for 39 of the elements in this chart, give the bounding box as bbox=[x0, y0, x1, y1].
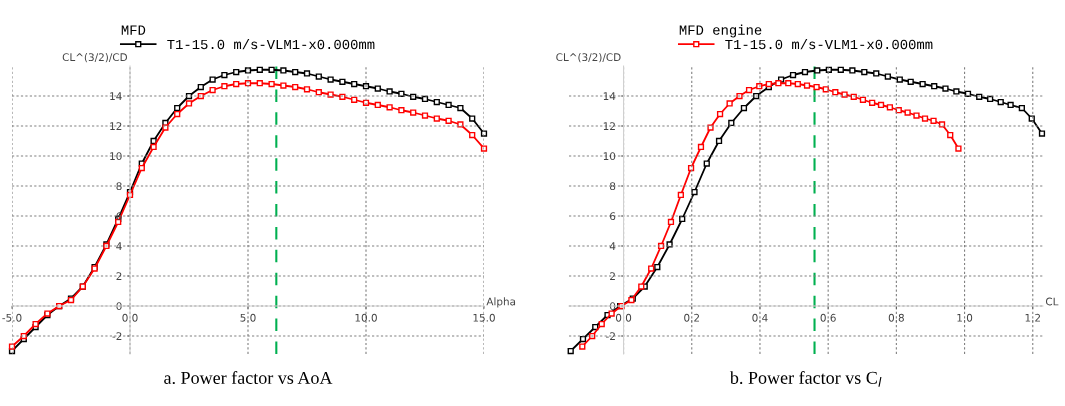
x-axis-title: CL bbox=[1045, 297, 1059, 306]
x-tick-label: 0.0 bbox=[122, 313, 138, 322]
y-tick-label: 0 bbox=[116, 302, 122, 311]
x-axis-title: Alpha bbox=[486, 297, 516, 308]
x-tick-label: -5.0 bbox=[2, 313, 22, 322]
y-tick-label: 6 bbox=[610, 212, 616, 221]
x-tick-label: 10.0 bbox=[355, 313, 377, 322]
y-tick-label: 4 bbox=[609, 242, 616, 250]
x-tick-label: 15.0 bbox=[473, 313, 495, 322]
x-tick-label: 0.6 bbox=[820, 313, 836, 322]
x-tick-label: 5.0 bbox=[240, 313, 256, 322]
y-tick-label: -2 bbox=[112, 332, 122, 340]
y-tick-label: 10 bbox=[110, 152, 122, 161]
y-tick-label: 14 bbox=[110, 92, 122, 100]
y-axis-title: CL^(3/2)/CD bbox=[62, 53, 128, 63]
y-tick-label: 8 bbox=[116, 182, 122, 191]
x-tick-label: 0.2 bbox=[684, 313, 699, 322]
x-tick-label: 1.0 bbox=[957, 313, 973, 322]
legend-title: MFD engine bbox=[679, 24, 762, 38]
y-tick-label: 12 bbox=[110, 122, 122, 130]
y-tick-label: 12 bbox=[603, 122, 615, 130]
y-tick-label: 10 bbox=[603, 152, 616, 161]
x-tick-label: 1.2 bbox=[1025, 313, 1041, 322]
x-tick-label: 0.0 bbox=[615, 313, 632, 322]
x-tick-label: 0.4 bbox=[752, 313, 768, 322]
y-tick-label: 2 bbox=[610, 272, 615, 280]
legend-title: MFD bbox=[121, 25, 146, 35]
text: b. Power factor vs C$_{l}$ bbox=[729, 370, 882, 387]
text: a. Power factor vs AoA bbox=[164, 371, 333, 385]
y-axis-title: CL^(3/2)/CD bbox=[556, 53, 621, 63]
y-tick-label: 8 bbox=[610, 182, 616, 191]
y-tick-label: 0 bbox=[609, 302, 616, 311]
legend-label: T1-15.0 m/s-VLM1-x0.000mm bbox=[167, 38, 375, 50]
y-tick-label: -2 bbox=[606, 332, 615, 340]
x-tick-label: 0.8 bbox=[888, 313, 904, 322]
y-tick-label: 2 bbox=[116, 272, 122, 280]
y-tick-label: 14 bbox=[603, 92, 616, 100]
y-tick-label: 4 bbox=[116, 242, 122, 250]
legend-label: T1-15.0 m/s-VLM1-x0.000mm bbox=[725, 38, 933, 50]
